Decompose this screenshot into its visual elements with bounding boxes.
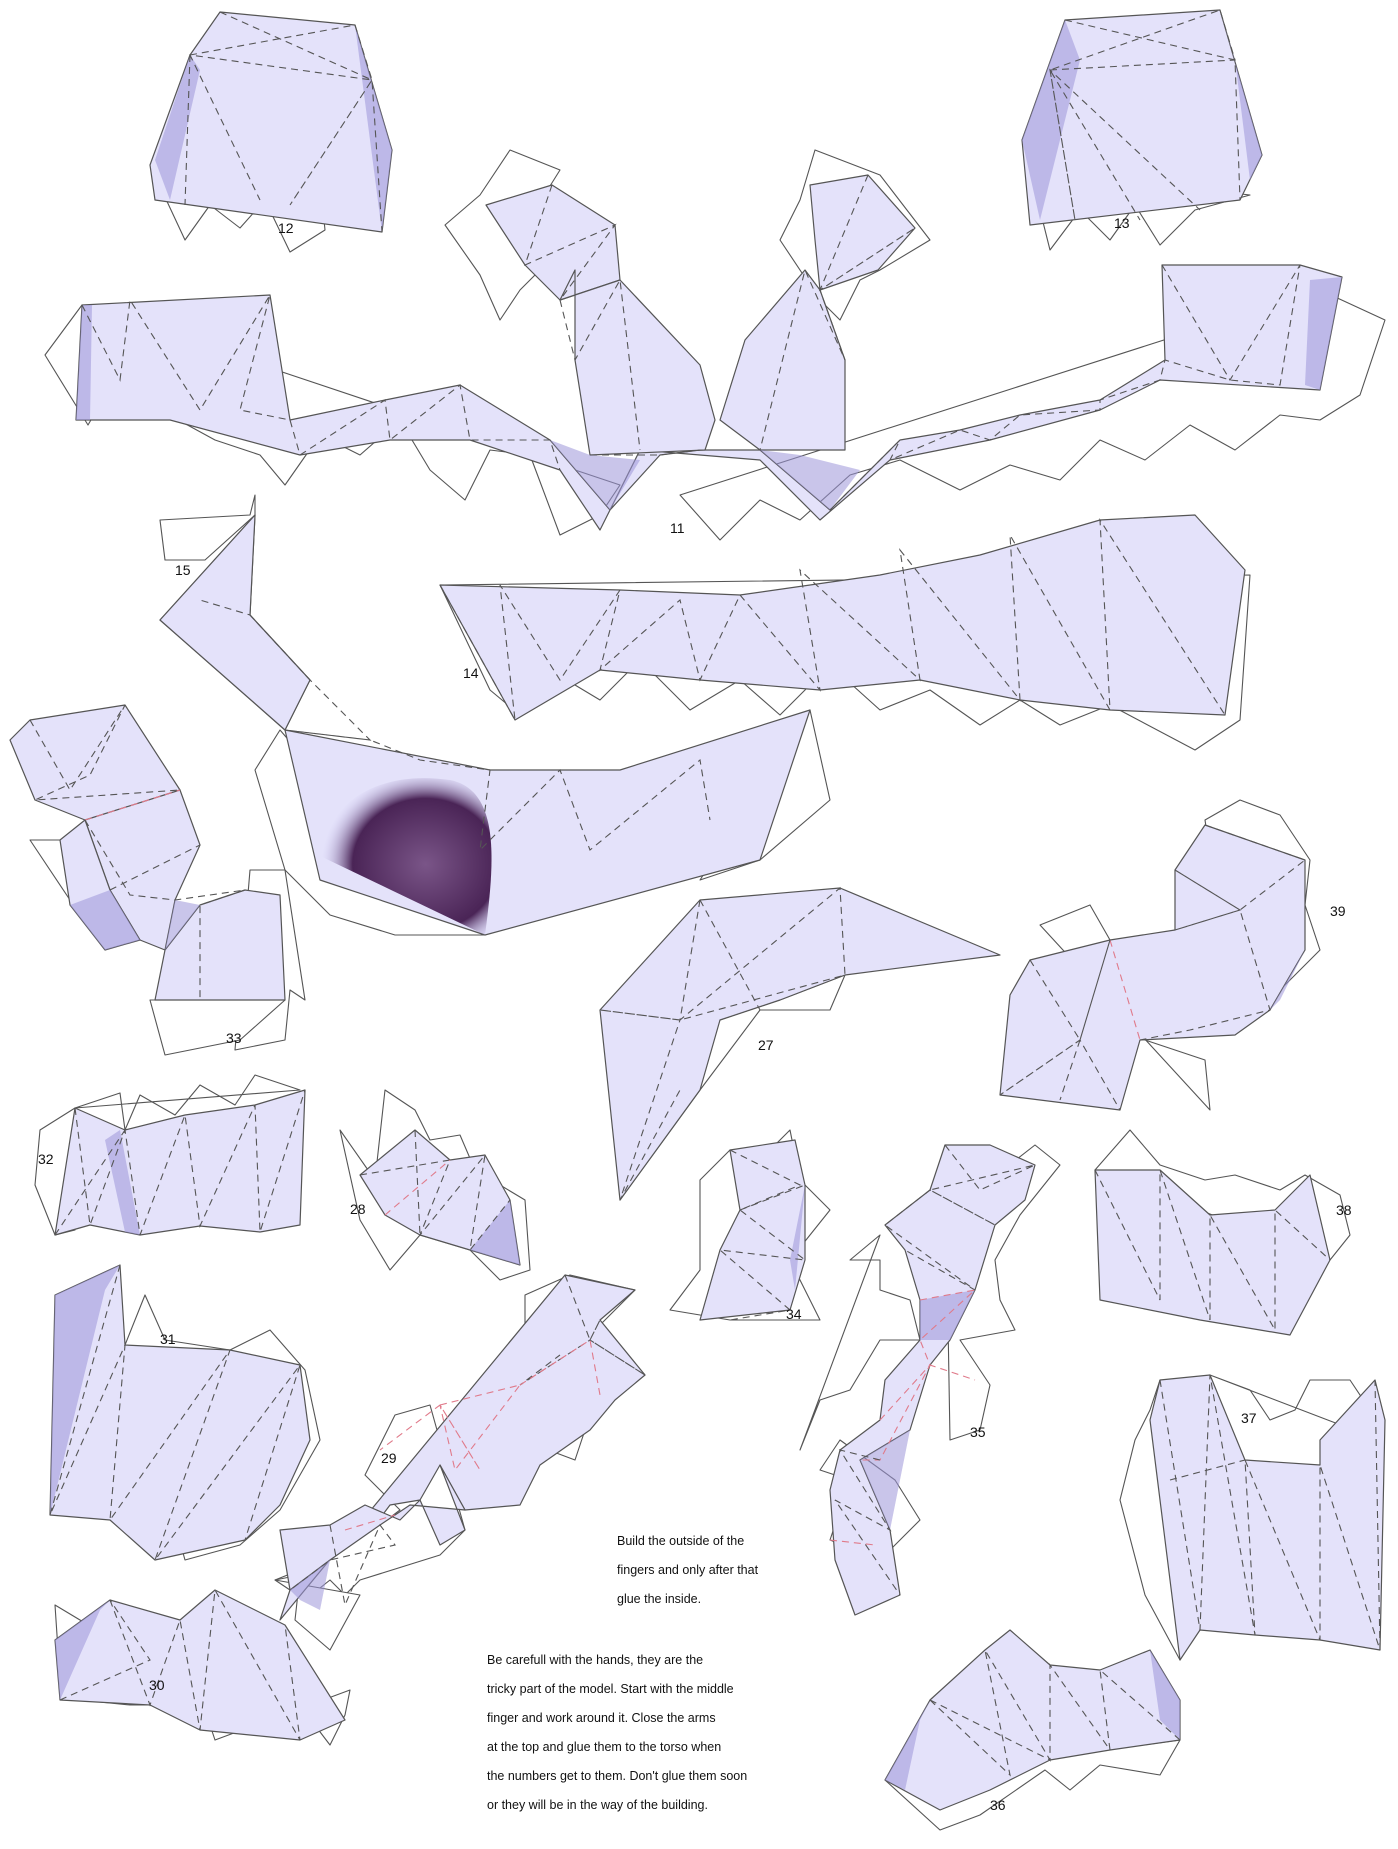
note-line: at the top and glue them to the torso wh… <box>487 1740 722 1754</box>
part-label-11: 11 <box>670 520 685 536</box>
part-label-37: 37 <box>1241 1410 1257 1426</box>
piece-37 <box>1119 1374 1386 1661</box>
part-label-27: 27 <box>758 1037 774 1053</box>
part-label-14: 14 <box>463 665 479 681</box>
piece-30 <box>54 1588 351 1746</box>
piece-36 <box>884 1629 1181 1831</box>
piece-11 <box>44 149 1386 541</box>
piece-34 <box>669 1129 831 1321</box>
finger-instructions: Build the outside of the fingers and onl… <box>617 1527 758 1614</box>
part-label-32: 32 <box>38 1151 54 1167</box>
piece-28 <box>339 1089 531 1281</box>
part-label-35: 35 <box>970 1424 986 1440</box>
part-label-38: 38 <box>1336 1202 1352 1218</box>
note-line: or they will be in the way of the buildi… <box>487 1798 708 1812</box>
note-line: the numbers get to them. Don't glue them… <box>487 1769 748 1783</box>
part-label-29: 29 <box>381 1450 397 1466</box>
piece-29 <box>274 1274 646 1651</box>
piece-32 <box>34 1074 306 1236</box>
piece-12 <box>149 11 393 253</box>
note-line: glue the inside. <box>617 1592 702 1606</box>
piece-27 <box>599 886 1001 1201</box>
note-line: Build the outside of the <box>617 1534 745 1548</box>
part-label-30: 30 <box>149 1677 165 1693</box>
part-label-13: 13 <box>1114 215 1130 231</box>
piece-31 <box>49 1264 321 1561</box>
note-line: fingers and only after that <box>617 1563 759 1577</box>
part-label-15: 15 <box>175 562 191 578</box>
piece-38 <box>1094 1129 1351 1336</box>
note-line: Be carefull with the hands, they are the <box>487 1653 704 1667</box>
piece-14 <box>439 514 1251 751</box>
part-label-39: 39 <box>1330 903 1346 919</box>
piece-35 <box>799 1144 1061 1616</box>
note-line: tricky part of the model. Start with the… <box>487 1682 734 1696</box>
part-label-34: 34 <box>786 1306 802 1322</box>
hand-instructions: Be carefull with the hands, they are the… <box>487 1646 747 1820</box>
piece-33 <box>9 704 306 1056</box>
part-label-36: 36 <box>990 1797 1006 1813</box>
piece-39 <box>999 799 1321 1111</box>
part-label-31: 31 <box>160 1331 176 1347</box>
piece-13 <box>1021 9 1263 251</box>
part-label-12: 12 <box>278 220 294 236</box>
note-line: finger and work around it. Close the arm… <box>487 1711 716 1725</box>
piece-15 <box>159 494 831 936</box>
part-label-28: 28 <box>350 1201 366 1217</box>
part-label-33: 33 <box>226 1030 242 1046</box>
